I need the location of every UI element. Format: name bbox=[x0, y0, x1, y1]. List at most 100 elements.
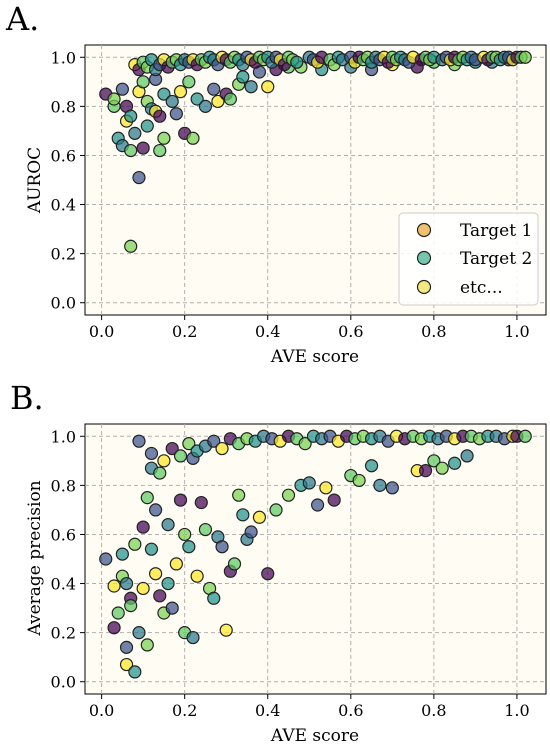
panel-b-scatter-point bbox=[165, 441, 179, 456]
panel-b-y-axis-label: Average precision bbox=[25, 480, 45, 636]
panel-b-scatter-point bbox=[236, 508, 250, 522]
panel-a-scatter-point bbox=[132, 170, 146, 185]
panel-b-scatter-point bbox=[153, 466, 167, 480]
panel-b-scatter-point bbox=[182, 437, 196, 451]
panel-b-points bbox=[99, 429, 532, 679]
panel-b-scatter-point bbox=[435, 461, 449, 475]
panel-a-y-tick-label: 0.8 bbox=[51, 97, 76, 116]
panel-b-scatter-point bbox=[136, 520, 150, 534]
panel-a-scatter-point bbox=[518, 50, 532, 64]
panel-b-scatter-point bbox=[99, 552, 113, 566]
legend-marker-target-1 bbox=[416, 222, 432, 238]
panel-b-y-tick-label: 0.2 bbox=[51, 624, 76, 643]
panel-a-chart: A. 0.0 0.2 0.4 0.6 0.8 1.0 0.0 0.2 0.4 0.6 0.8 1.0… bbox=[5, 0, 547, 367]
panel-b-scatter-point bbox=[136, 581, 150, 596]
panel-a-scatter-point bbox=[153, 143, 167, 158]
panel-b-scatter-point bbox=[244, 525, 258, 539]
panel-a-scatter-point bbox=[198, 99, 213, 113]
panel-a-scatter-point bbox=[128, 126, 142, 140]
panel-b-y-tick-label: 0.6 bbox=[51, 525, 76, 544]
panel-b-scatter-point bbox=[385, 481, 399, 495]
panel-b-scatter-point bbox=[460, 449, 474, 463]
panel-b-x-tick-label: 0.8 bbox=[421, 701, 446, 720]
panel-a-scatter-point bbox=[124, 109, 138, 123]
panel-b-scatter-point bbox=[261, 567, 275, 581]
panel-a-scatter-point bbox=[169, 107, 183, 121]
panel-b-x-tick-label: 0.6 bbox=[338, 701, 363, 720]
panel-b-scatter-point bbox=[119, 576, 134, 591]
panel-b-scatter-point bbox=[252, 510, 267, 524]
panel-b-scatter-point bbox=[427, 454, 441, 468]
panel-a-label: A. bbox=[5, 0, 39, 38]
panel-b-scatter-point bbox=[227, 557, 242, 571]
legend-marker-etc bbox=[416, 279, 432, 295]
panel-b-scatter-point bbox=[232, 488, 246, 502]
panel-b-scatter-point bbox=[161, 576, 175, 591]
panel-b-scatter-point bbox=[124, 599, 138, 613]
panel-b-scatter-point bbox=[310, 498, 325, 512]
panel-b-label: B. bbox=[10, 379, 44, 417]
panel-a-y-ticks: 0.0 0.2 0.4 0.6 0.8 1.0 bbox=[51, 48, 85, 313]
legend-label-target-2: Target 2 bbox=[460, 249, 532, 269]
panel-b-scatter-point bbox=[298, 437, 312, 451]
panel-a-scatter-point bbox=[261, 80, 275, 94]
panel-a-scatter-point bbox=[223, 92, 237, 106]
panel-b-scatter-point bbox=[173, 493, 188, 507]
panel-b-x-tick-label: 1.0 bbox=[504, 701, 529, 720]
panel-b-scatter-point bbox=[178, 527, 192, 542]
panel-a-scatter-point bbox=[290, 55, 304, 69]
panel-a-scatter-point bbox=[236, 70, 250, 84]
panel-a-scatter-point bbox=[107, 92, 121, 106]
panel-a-scatter-point bbox=[182, 75, 196, 89]
panel-b-scatter-point bbox=[215, 441, 229, 456]
legend-label-etc: etc... bbox=[460, 278, 503, 298]
panel-a-x-tick-label: 0.6 bbox=[338, 322, 363, 341]
panel-b-scatter-point bbox=[194, 495, 208, 510]
panel-b-scatter-point bbox=[186, 630, 200, 645]
panel-b-scatter-point bbox=[448, 456, 462, 470]
panel-b-scatter-point bbox=[153, 589, 167, 603]
legend-marker-target-2 bbox=[416, 250, 432, 266]
panel-b-scatter-point bbox=[182, 540, 196, 554]
panel-b-y-tick-label: 1.0 bbox=[51, 427, 76, 446]
panel-a-scatter-point bbox=[136, 141, 150, 155]
panel-b-x-tick-label: 0.0 bbox=[89, 701, 114, 720]
panel-b-scatter-point bbox=[207, 434, 221, 448]
panel-b-scatter-point bbox=[327, 493, 341, 507]
panel-a-scatter-point bbox=[136, 75, 150, 89]
panel-b-scatter-point bbox=[144, 446, 159, 461]
panel-b-scatter-point bbox=[169, 557, 183, 571]
panel-b-x-axis-label: AVE score bbox=[270, 726, 359, 746]
panel-a-x-tick-label: 0.4 bbox=[255, 322, 280, 341]
panel-b-scatter-point bbox=[173, 449, 188, 463]
panel-a-y-tick-label: 0.2 bbox=[51, 245, 76, 264]
panel-a-scatter-point bbox=[173, 85, 188, 99]
panel-a-scatter-point bbox=[186, 131, 200, 145]
panel-b-x-tick-label: 0.4 bbox=[255, 701, 280, 720]
panel-a-scatter-point bbox=[207, 82, 221, 96]
panel-b-scatter-point bbox=[149, 567, 163, 581]
panel-a-scatter-point bbox=[190, 92, 204, 106]
legend-label-target-1: Target 1 bbox=[460, 221, 532, 241]
panel-b-scatter-point bbox=[319, 481, 333, 495]
panel-b-scatter-point bbox=[132, 626, 146, 640]
panel-a-x-axis-label: AVE score bbox=[270, 347, 359, 367]
panel-a-x-tick-label: 0.0 bbox=[89, 322, 114, 341]
panel-b-scatter-point bbox=[119, 640, 134, 654]
panel-b-scatter-point bbox=[352, 473, 366, 488]
panel-a-x-tick-label: 0.2 bbox=[172, 322, 197, 341]
panel-a-y-tick-label: 0.0 bbox=[51, 294, 76, 313]
panel-b-x-ticks: 0.0 0.2 0.4 0.6 0.8 1.0 bbox=[89, 694, 530, 720]
panel-a-y-tick-label: 0.6 bbox=[51, 146, 76, 165]
panel-b-scatter-point bbox=[215, 540, 229, 554]
panel-b-scatter-point bbox=[165, 601, 179, 615]
panel-a-scatter-point bbox=[244, 80, 258, 94]
panel-b-y-tick-label: 0.0 bbox=[51, 673, 76, 692]
panel-b-scatter-point bbox=[111, 606, 125, 620]
panel-a-x-tick-label: 1.0 bbox=[504, 322, 529, 341]
panel-b-scatter-point bbox=[207, 591, 221, 605]
panel-a-x-ticks: 0.0 0.2 0.4 0.6 0.8 1.0 bbox=[89, 315, 530, 341]
panel-b-scatter-point bbox=[157, 454, 171, 468]
panel-a-y-tick-label: 1.0 bbox=[51, 48, 76, 67]
